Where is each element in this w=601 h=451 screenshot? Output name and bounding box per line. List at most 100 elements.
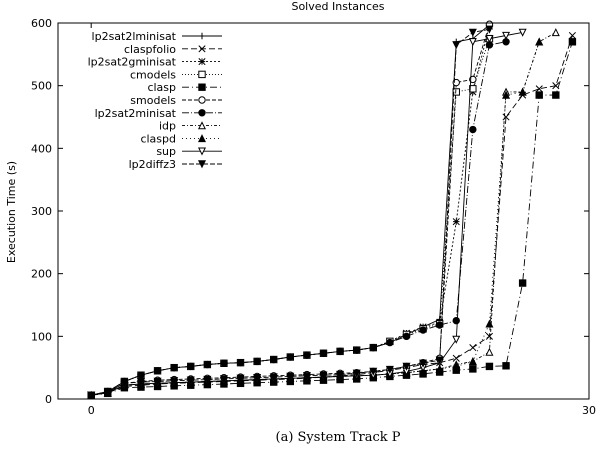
data-point bbox=[452, 354, 460, 362]
data-point bbox=[270, 355, 278, 364]
data-point bbox=[468, 38, 477, 47]
legend-label: sup bbox=[156, 145, 176, 158]
legend-label: lp2diffz3 bbox=[129, 158, 176, 171]
data-point bbox=[452, 218, 460, 226]
data-point bbox=[336, 347, 344, 356]
data-point bbox=[469, 365, 477, 373]
x-tick-label: 0 bbox=[88, 404, 95, 417]
data-point bbox=[352, 346, 361, 354]
data-point bbox=[469, 125, 477, 134]
chart-title: Solved Instances bbox=[291, 0, 384, 13]
legend-label: lp2sat2minisat bbox=[95, 107, 177, 120]
data-point bbox=[468, 28, 477, 37]
data-point bbox=[419, 326, 427, 334]
data-point bbox=[568, 38, 577, 46]
chart-caption: (a) System Track P bbox=[276, 430, 401, 445]
legend: lp2sat2lminisatclaspfoliolp2sat2gminisat… bbox=[88, 30, 222, 171]
legend-label: lp2sat2lminisat bbox=[92, 30, 177, 43]
data-point bbox=[286, 372, 295, 381]
data-point bbox=[319, 349, 328, 357]
data-point bbox=[568, 31, 576, 40]
legend-label: cmodels bbox=[130, 68, 176, 81]
legend-entry: lp2sat2minisat bbox=[95, 107, 222, 120]
data-point bbox=[485, 319, 494, 328]
data-point bbox=[469, 344, 477, 352]
data-point bbox=[502, 362, 510, 370]
legend-marker bbox=[198, 45, 206, 53]
data-point bbox=[137, 371, 145, 379]
x-tick-label: 30 bbox=[582, 404, 596, 417]
data-point bbox=[352, 369, 361, 378]
data-point bbox=[153, 367, 162, 375]
data-point bbox=[369, 343, 377, 352]
legend-label: idp bbox=[159, 120, 176, 133]
data-point bbox=[385, 365, 394, 374]
data-point bbox=[485, 34, 494, 43]
data-point bbox=[452, 88, 460, 96]
data-point bbox=[319, 371, 328, 380]
legend-marker bbox=[198, 83, 206, 91]
y-tick-label: 0 bbox=[45, 393, 52, 406]
legend-marker bbox=[197, 121, 207, 130]
series-lp2diffz3 bbox=[87, 25, 494, 400]
axis-ticks: 0 100 200 300 400 500 600 0 30 bbox=[31, 17, 596, 417]
data-point bbox=[170, 377, 179, 386]
data-point bbox=[452, 362, 461, 371]
data-point bbox=[87, 391, 96, 400]
data-point bbox=[269, 373, 278, 382]
data-point bbox=[170, 363, 178, 372]
data-point bbox=[535, 37, 544, 46]
data-point bbox=[452, 335, 461, 344]
y-tick-label: 200 bbox=[31, 268, 52, 281]
data-point bbox=[552, 82, 560, 90]
data-point bbox=[203, 375, 212, 384]
legend-label: smodels bbox=[130, 94, 176, 107]
legend-entry: smodels bbox=[130, 94, 222, 107]
legend-label: claspd bbox=[140, 132, 176, 145]
data-point bbox=[502, 31, 511, 40]
legend-marker bbox=[198, 109, 206, 117]
legend-marker bbox=[197, 160, 207, 169]
data-point bbox=[518, 28, 527, 37]
data-point bbox=[485, 347, 494, 356]
legend-entry: cmodels bbox=[130, 68, 222, 81]
legend-label: clasp bbox=[147, 81, 176, 94]
data-point bbox=[220, 359, 228, 367]
data-point bbox=[552, 91, 560, 99]
data-point bbox=[435, 364, 444, 373]
data-point bbox=[402, 362, 411, 371]
legend-entry: lp2sat2gminisat bbox=[88, 56, 222, 69]
data-point bbox=[219, 375, 228, 384]
y-tick-label: 500 bbox=[31, 80, 52, 93]
data-point bbox=[402, 332, 411, 341]
data-point bbox=[336, 370, 345, 379]
data-point bbox=[186, 376, 195, 385]
data-point bbox=[419, 359, 428, 368]
data-point bbox=[452, 316, 460, 325]
legend-entry: lp2diffz3 bbox=[129, 158, 222, 171]
data-point bbox=[386, 338, 394, 347]
data-point bbox=[502, 90, 511, 99]
data-point bbox=[485, 332, 493, 340]
data-point bbox=[236, 358, 245, 367]
data-point bbox=[518, 87, 527, 96]
data-point bbox=[435, 356, 444, 365]
legend-entry: claspd bbox=[140, 132, 222, 145]
data-point bbox=[303, 351, 311, 359]
y-tick-label: 600 bbox=[31, 17, 52, 30]
data-point bbox=[452, 41, 461, 50]
data-point bbox=[120, 379, 129, 388]
legend-label: claspfolio bbox=[124, 43, 176, 56]
data-point bbox=[369, 367, 378, 376]
data-point bbox=[535, 91, 543, 99]
data-point bbox=[103, 388, 112, 397]
y-axis-label: Execution Time (s) bbox=[5, 161, 18, 263]
data-point bbox=[485, 25, 494, 34]
y-tick-label: 100 bbox=[31, 330, 52, 343]
data-point bbox=[518, 279, 527, 287]
data-point bbox=[485, 362, 494, 371]
legend-marker bbox=[198, 70, 206, 79]
legend-marker bbox=[197, 134, 207, 143]
data-point bbox=[187, 362, 195, 371]
data-point bbox=[535, 85, 543, 93]
